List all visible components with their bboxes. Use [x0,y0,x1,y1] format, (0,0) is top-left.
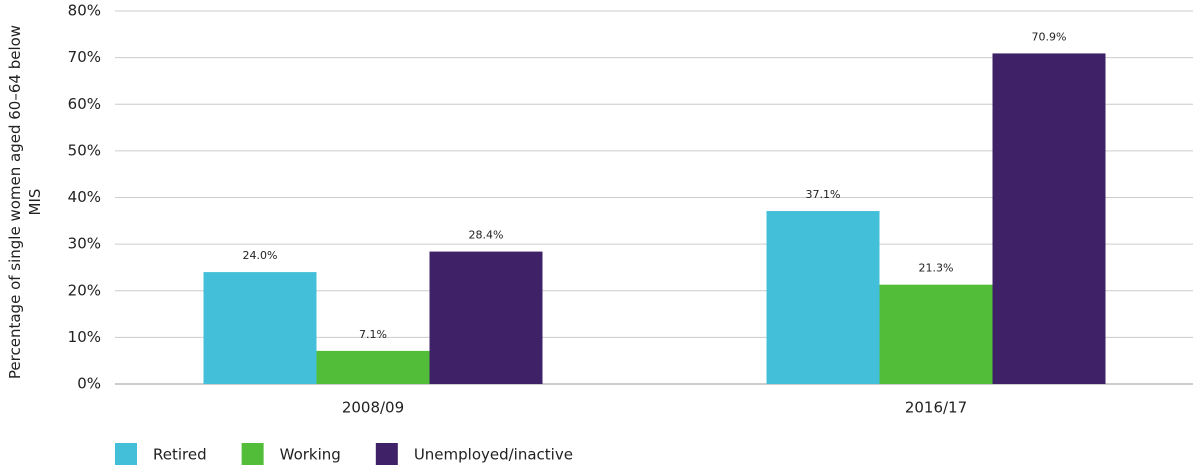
y-tick-label: 70% [68,48,101,66]
legend-swatch [375,443,398,465]
y-tick-label: 30% [68,235,101,253]
y-axis-title: Percentage of single women aged 60–64 be… [6,24,44,380]
value-label: 28.4% [469,229,504,242]
bar [879,284,993,384]
y-tick-label: 80% [68,2,101,20]
legend-swatch [241,443,264,465]
value-label: 24.0% [243,249,278,262]
y-tick-label: 50% [68,141,101,159]
y-tick-label: 10% [68,328,101,346]
value-label: 37.1% [806,188,841,201]
y-tick-label: 40% [68,188,101,206]
x-tick-label: 2008/09 [342,399,404,417]
legend-swatch [115,443,137,465]
bar [766,211,880,384]
legend-label: Working [280,446,341,464]
y-tick-label: 20% [68,281,101,299]
x-tick-label: 2016/17 [905,399,967,417]
bar [992,53,1106,385]
y-tick-label: 60% [68,95,101,113]
bar [316,350,430,384]
value-label: 70.9% [1032,30,1067,43]
y-tick-label: 0% [77,375,101,393]
bar [429,251,543,384]
legend-label: Unemployed/inactive [414,446,573,464]
value-label: 7.1% [359,328,387,341]
value-label: 21.3% [919,262,954,275]
legend-label: Retired [153,446,207,464]
bar [203,272,317,384]
